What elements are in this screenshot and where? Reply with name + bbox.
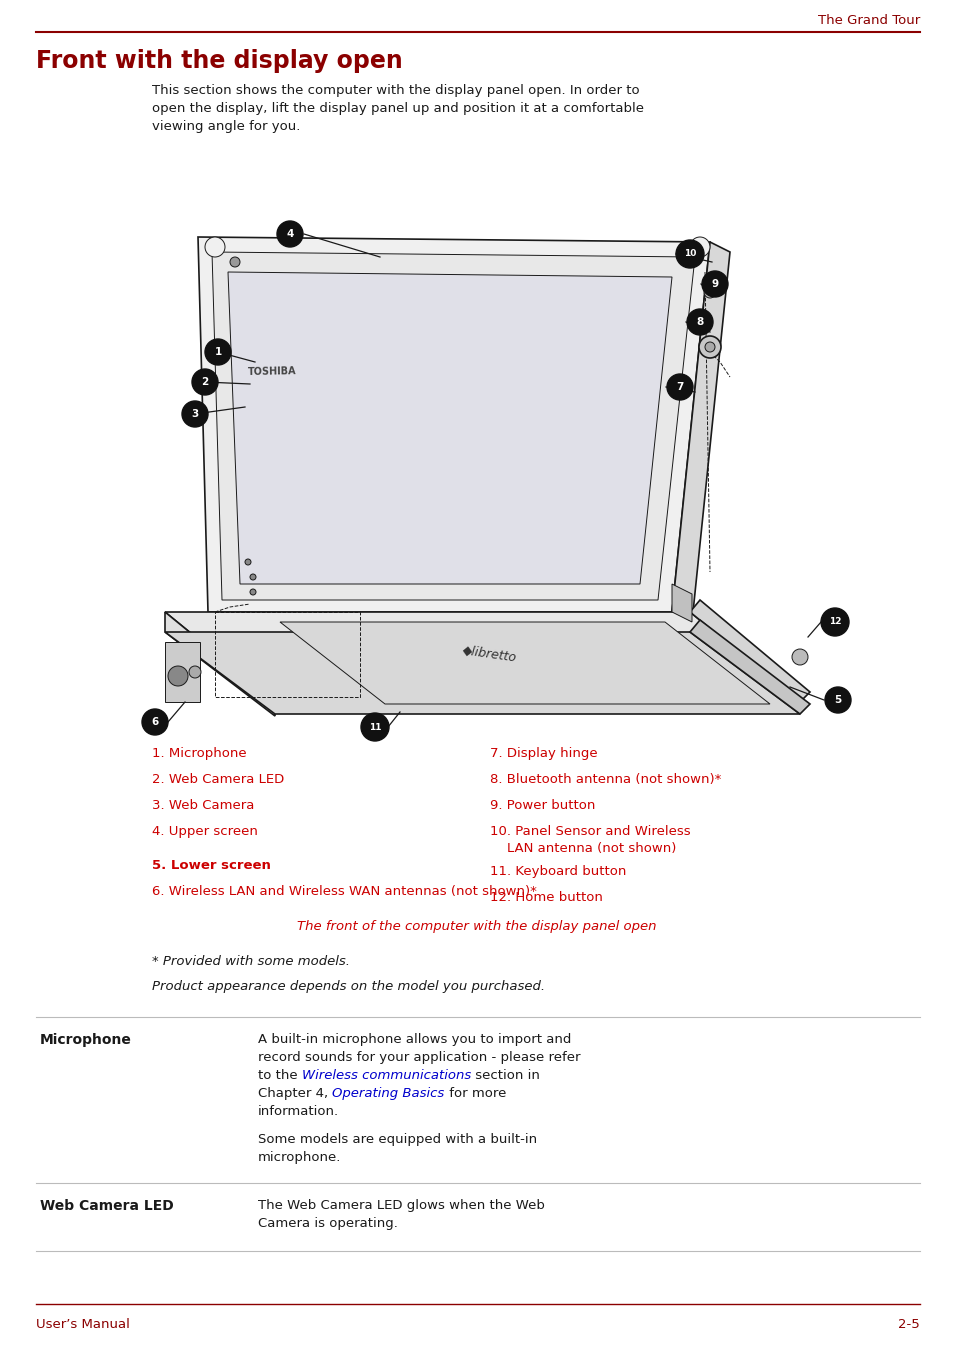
Circle shape	[686, 310, 712, 335]
Text: * Provided with some models.: * Provided with some models.	[152, 955, 350, 968]
Text: for more: for more	[444, 1087, 505, 1101]
Polygon shape	[165, 612, 800, 702]
Polygon shape	[165, 612, 274, 717]
Circle shape	[142, 708, 168, 735]
Text: 9: 9	[711, 279, 718, 289]
Text: 5: 5	[834, 695, 841, 704]
Circle shape	[689, 237, 709, 257]
Text: 1: 1	[214, 347, 221, 357]
Circle shape	[250, 575, 255, 580]
Polygon shape	[280, 622, 769, 704]
Text: 2-5: 2-5	[898, 1318, 919, 1330]
Circle shape	[250, 589, 255, 595]
Circle shape	[824, 687, 850, 713]
Text: 4. Upper screen: 4. Upper screen	[152, 825, 257, 838]
Circle shape	[791, 649, 807, 665]
Text: 3: 3	[192, 410, 198, 419]
Circle shape	[821, 608, 848, 635]
Circle shape	[189, 667, 201, 677]
Circle shape	[704, 342, 714, 352]
Text: Product appearance depends on the model you purchased.: Product appearance depends on the model …	[152, 980, 544, 992]
Text: 5. Lower screen: 5. Lower screen	[152, 859, 271, 872]
Circle shape	[360, 713, 389, 741]
Polygon shape	[165, 631, 800, 714]
Circle shape	[276, 220, 303, 247]
Text: Web Camera LED: Web Camera LED	[40, 1199, 173, 1213]
Text: 2: 2	[201, 377, 209, 387]
Text: Wireless communications: Wireless communications	[301, 1069, 471, 1082]
Polygon shape	[198, 237, 709, 612]
Text: 8. Bluetooth antenna (not shown)*: 8. Bluetooth antenna (not shown)*	[490, 773, 720, 786]
Text: Microphone: Microphone	[40, 1033, 132, 1046]
Text: 11: 11	[369, 722, 381, 731]
Circle shape	[676, 241, 703, 268]
Text: 6: 6	[152, 717, 158, 727]
Text: information.: information.	[257, 1105, 338, 1118]
Polygon shape	[689, 621, 809, 714]
Polygon shape	[689, 600, 809, 702]
Text: 7: 7	[676, 383, 683, 392]
Text: 10. Panel Sensor and Wireless
    LAN antenna (not shown): 10. Panel Sensor and Wireless LAN antenn…	[490, 825, 690, 854]
Text: Some models are equipped with a built-in
microphone.: Some models are equipped with a built-in…	[257, 1133, 537, 1164]
Circle shape	[192, 369, 218, 395]
Text: The Grand Tour: The Grand Tour	[817, 14, 919, 27]
Text: The front of the computer with the display panel open: The front of the computer with the displ…	[297, 919, 656, 933]
Text: The Web Camera LED glows when the Web
Camera is operating.: The Web Camera LED glows when the Web Ca…	[257, 1199, 544, 1230]
Polygon shape	[212, 251, 695, 600]
Text: 11. Keyboard button: 11. Keyboard button	[490, 865, 626, 877]
Circle shape	[666, 375, 692, 400]
Polygon shape	[671, 584, 691, 622]
Text: 3. Web Camera: 3. Web Camera	[152, 799, 254, 813]
Polygon shape	[671, 242, 729, 622]
Polygon shape	[228, 272, 671, 584]
Text: section in: section in	[471, 1069, 539, 1082]
Text: ◆libretto: ◆libretto	[461, 644, 517, 664]
Circle shape	[205, 237, 225, 257]
Circle shape	[245, 558, 251, 565]
Text: TOSHIBA: TOSHIBA	[248, 366, 296, 377]
Circle shape	[703, 287, 716, 297]
Text: 7. Display hinge: 7. Display hinge	[490, 748, 597, 760]
Text: Chapter 4,: Chapter 4,	[257, 1087, 332, 1101]
Text: 12. Home button: 12. Home button	[490, 891, 602, 904]
Text: 8: 8	[696, 316, 703, 327]
Text: 9. Power button: 9. Power button	[490, 799, 595, 813]
Text: 10: 10	[683, 250, 696, 258]
Text: User’s Manual: User’s Manual	[36, 1318, 130, 1330]
Text: 2. Web Camera LED: 2. Web Camera LED	[152, 773, 284, 786]
Text: Front with the display open: Front with the display open	[36, 49, 402, 73]
Circle shape	[699, 337, 720, 358]
Text: 12: 12	[828, 618, 841, 626]
Text: record sounds for your application - please refer: record sounds for your application - ple…	[257, 1051, 579, 1064]
Text: 4: 4	[286, 228, 294, 239]
Text: A built-in microphone allows you to import and: A built-in microphone allows you to impo…	[257, 1033, 571, 1046]
Polygon shape	[165, 642, 200, 702]
Text: This section shows the computer with the display panel open. In order to
open th: This section shows the computer with the…	[152, 84, 643, 132]
Circle shape	[205, 339, 231, 365]
Text: 6. Wireless LAN and Wireless WAN antennas (not shown)*: 6. Wireless LAN and Wireless WAN antenna…	[152, 886, 537, 898]
Text: to the: to the	[257, 1069, 301, 1082]
Text: 1. Microphone: 1. Microphone	[152, 748, 247, 760]
Circle shape	[168, 667, 188, 685]
Text: Operating Basics: Operating Basics	[332, 1087, 444, 1101]
Circle shape	[182, 402, 208, 427]
Circle shape	[701, 270, 727, 297]
Circle shape	[230, 257, 240, 266]
